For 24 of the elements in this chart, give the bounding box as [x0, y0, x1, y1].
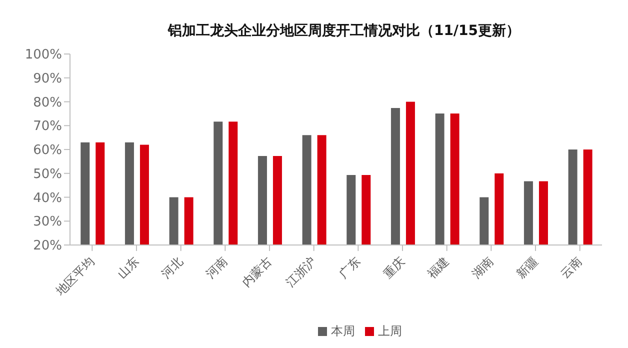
- x-tick-label: 新疆: [514, 254, 540, 281]
- x-tick-label: 地区平均: [52, 254, 98, 299]
- y-tick-label: 90%: [33, 71, 62, 86]
- x-tick-label: 云南: [558, 254, 585, 281]
- x-tick-label: 广东: [336, 254, 364, 281]
- y-tick-label: 20%: [33, 238, 62, 254]
- y-tick-label: 60%: [33, 143, 62, 158]
- y-tick-label: 40%: [33, 190, 62, 206]
- legend-label: 本周: [331, 324, 355, 338]
- chart-title: 铝加工龙头企业分地区周度开工情况对比（11/15更新）: [166, 22, 522, 41]
- x-tick-label: 山东: [114, 254, 142, 281]
- y-tick-label: 80%: [33, 95, 62, 110]
- x-tick-label: 内蒙古: [239, 254, 274, 290]
- x-tick-label: 重庆: [380, 254, 408, 281]
- y-tick-label: 30%: [33, 214, 62, 230]
- x-tick-label: 河北: [158, 254, 186, 281]
- y-tick-label: 70%: [33, 119, 62, 134]
- legend-label: 上周: [378, 324, 402, 338]
- x-tick-label: 福建: [424, 254, 452, 281]
- y-tick-label: 100%: [24, 48, 62, 63]
- x-tick-label: 江浙沪: [283, 254, 319, 290]
- x-tick-label: 湖南: [469, 254, 496, 281]
- y-tick-label: 50%: [33, 166, 62, 182]
- x-tick-label: 河南: [203, 254, 230, 281]
